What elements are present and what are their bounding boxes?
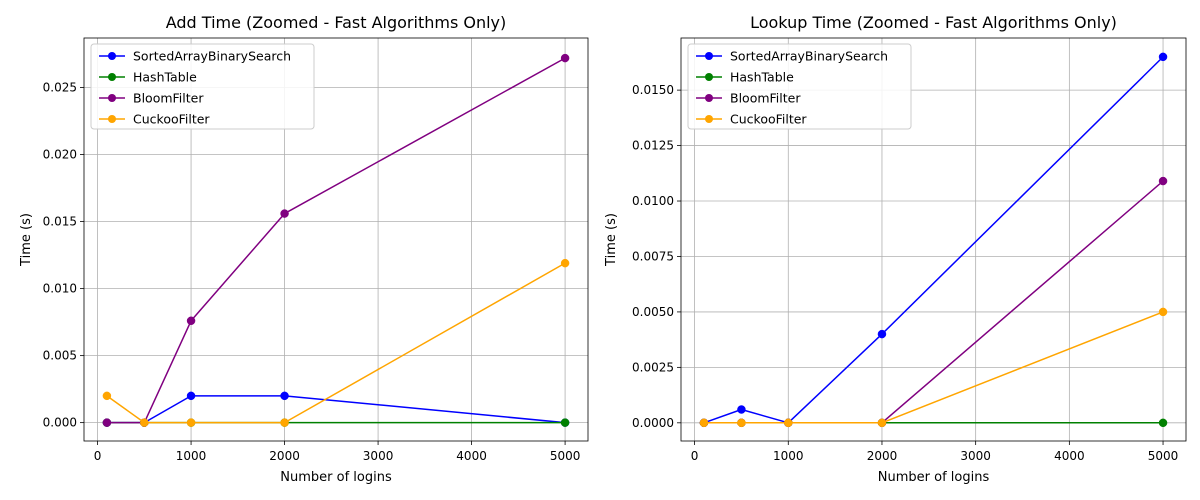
legend-label: HashTable [730,70,794,85]
legend-marker [108,73,116,81]
x-tick-label: 2000 [867,449,898,463]
y-tick-label: 0.0050 [632,305,674,319]
x-axis-label: Number of logins [878,470,990,485]
legend-marker [705,52,713,60]
legend-label: HashTable [133,70,197,85]
data-point [1158,176,1168,186]
subplot-2: 0 1000 2000 3000 4000 5000 0.0000 0.0025 0.0050 0… [604,13,1187,485]
data-point [699,418,709,428]
x-tick-label: 5000 [1148,449,1179,463]
legend-label: CuckooFilter [730,112,807,127]
data-point [737,405,746,414]
y-tick-label: 0.020 [43,148,77,162]
legend-marker [705,94,713,102]
x-tick-label: 3000 [960,449,991,463]
x-tick-label: 3000 [363,449,394,463]
legend: SortedArrayBinarySearch HashTable BloomFil… [90,43,315,130]
legend-label: BloomFilter [730,91,801,106]
axes-frame [83,37,589,442]
series-line-4 [106,262,566,424]
y-axis-label: Time (s) [604,213,619,267]
y-tick-label: 0.0025 [632,360,674,374]
legend-marker [705,115,713,123]
data-point [877,329,887,339]
axes-frame [680,37,1187,442]
series-line-3 [703,180,1164,424]
chart-title: Add Time (Zoomed - Fast Algorithms Only) [166,13,507,32]
data-point [280,418,289,427]
data-point [186,418,196,427]
x-tick-label: 1000 [773,449,804,463]
data-point [1158,418,1168,428]
legend-marker [705,73,713,81]
y-tick-label: 0.025 [43,81,77,95]
y-tick-label: 0.000 [43,416,77,430]
data-point [280,391,289,401]
data-point [737,418,746,428]
x-tick-label: 1000 [176,449,207,463]
x-axis-label: Number of logins [280,470,392,485]
y-tick-label: 0.0000 [632,416,674,430]
data-point [140,418,149,427]
legend-label: SortedArrayBinarySearch [133,49,291,64]
data-point [560,418,570,427]
data-point [1158,52,1168,62]
legend-box [90,43,315,130]
legend-box [687,43,912,130]
y-tick-label: 0.005 [43,349,77,363]
x-tick-label: 2000 [269,449,300,463]
data-point [560,53,570,63]
subplot-1: 0 1000 2000 3000 4000 5000 0.000 0.005 0.010 0.01… [19,13,589,485]
data-point [186,391,196,401]
data-point [560,258,570,268]
y-tick-label: 0.0100 [632,194,674,208]
legend-label: SortedArrayBinarySearch [730,49,888,64]
data-point [877,418,887,428]
legend-label: CuckooFilter [133,112,210,127]
series-line-1 [106,395,566,424]
y-tick-label: 0.0125 [632,139,674,153]
legend-marker [108,52,116,60]
legend-marker [108,115,116,123]
legend: SortedArrayBinarySearch HashTable BloomFil… [687,43,912,130]
data-point [784,418,793,428]
chart-title: Lookup Time (Zoomed - Fast Algorithms On… [750,13,1117,32]
x-tick-label: 0 [691,449,699,463]
y-tick-label: 0.0075 [632,249,674,263]
legend-label: BloomFilter [133,91,204,106]
data-point [102,391,112,401]
x-tick-label: 4000 [1054,449,1085,463]
y-tick-label: 0.015 [43,215,77,229]
x-tick-label: 5000 [550,449,581,463]
data-point [1158,307,1168,317]
legend-marker [108,94,116,102]
data-point [186,316,196,326]
y-axis-label: Time (s) [19,213,34,267]
x-tick-label: 4000 [456,449,487,463]
data-point [102,418,112,427]
y-tick-label: 0.010 [43,282,77,296]
data-point [280,209,289,218]
x-tick-label: 0 [94,449,102,463]
y-tick-label: 0.0150 [632,83,674,97]
